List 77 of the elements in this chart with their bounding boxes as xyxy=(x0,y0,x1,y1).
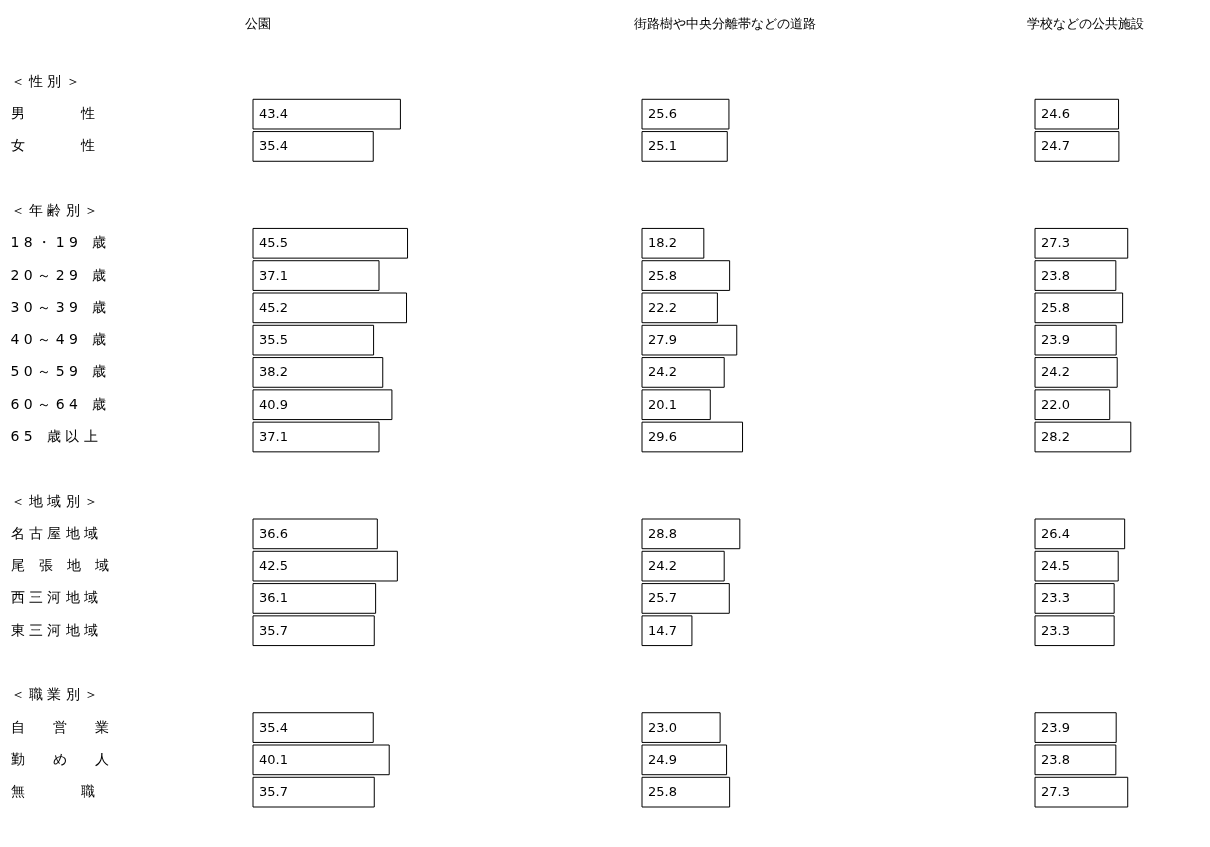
data-label: 25.8 xyxy=(648,784,677,800)
y-tick-label: 3 0 ～ 3 9 歳 xyxy=(10,298,106,315)
y-tick-label: 6 0 ～ 6 4 歳 xyxy=(10,395,106,412)
data-label: 28.2 xyxy=(1041,429,1070,444)
y-tick-label: 男 性 xyxy=(10,105,95,122)
bar xyxy=(1034,776,1129,808)
data-label: 40.9 xyxy=(259,396,288,412)
data-label: 23.8 xyxy=(1041,751,1070,767)
chart-title: 街路樹や中央分離帯などの道路 xyxy=(633,16,816,31)
chart-title: 学校などの公共施設 xyxy=(1026,16,1144,31)
data-label: 35.5 xyxy=(259,332,288,348)
y-tick-label: ＜ 年 齢 別 ＞ xyxy=(10,202,99,218)
y-tick-label: 6 5 歳 以 上 xyxy=(10,428,98,444)
y-tick-label: 自 営 業 xyxy=(10,718,109,735)
data-label: 23.0 xyxy=(648,719,677,735)
y-tick-label: 西 三 河 地 域 xyxy=(10,589,99,606)
data-label: 24.2 xyxy=(648,364,677,380)
data-label: 18.2 xyxy=(648,235,677,251)
data-label: 35.4 xyxy=(259,138,288,154)
data-label: 22.2 xyxy=(648,299,677,315)
data-label: 24.7 xyxy=(1041,138,1070,154)
data-label: 23.3 xyxy=(1041,622,1070,638)
data-label: 29.6 xyxy=(648,429,677,444)
data-label: 22.0 xyxy=(1041,396,1070,412)
y-tick-label: 女 性 xyxy=(10,137,95,154)
data-label: 14.7 xyxy=(648,622,677,638)
data-label: 25.8 xyxy=(1041,299,1070,315)
data-label: 25.1 xyxy=(648,138,677,154)
y-tick-label: 4 0 ～ 4 9 歳 xyxy=(10,331,106,348)
y-tick-label: 名 古 屋 地 域 xyxy=(10,524,99,541)
y-tick-label: ＜ 地 域 別 ＞ xyxy=(10,492,99,509)
y-tick-label: 尾 張 地 域 xyxy=(10,557,109,574)
data-label: 27.3 xyxy=(1041,235,1070,251)
data-label: 25.7 xyxy=(648,590,677,606)
data-label: 35.7 xyxy=(259,784,288,800)
data-label: 23.3 xyxy=(1041,590,1070,606)
data-label: 23.9 xyxy=(1041,332,1070,348)
data-label: 35.7 xyxy=(259,622,288,638)
data-label: 24.2 xyxy=(1041,364,1070,380)
data-label: 45.2 xyxy=(259,299,288,315)
data-label: 40.1 xyxy=(259,751,288,767)
y-tick-label: 1 8 ・ 1 9 歳 xyxy=(10,234,106,251)
bar xyxy=(1034,518,1126,550)
chart-title: 公園 xyxy=(245,16,271,31)
data-label: 43.4 xyxy=(259,106,288,122)
y-tick-label: 勤 め 人 xyxy=(10,750,109,767)
data-label: 36.1 xyxy=(259,590,288,606)
y-tick-label: 5 0 ～ 5 9 歳 xyxy=(10,363,106,380)
data-label: 23.9 xyxy=(1041,719,1070,735)
bar xyxy=(252,776,375,808)
y-tick-label: 2 0 ～ 2 9 歳 xyxy=(10,266,106,283)
data-label: 37.1 xyxy=(259,267,288,283)
data-label: 24.5 xyxy=(1041,558,1070,574)
bar xyxy=(252,518,378,550)
data-label: 24.9 xyxy=(648,751,677,767)
data-label: 27.3 xyxy=(1041,784,1070,800)
data-label: 37.1 xyxy=(259,429,288,444)
data-label: 26.4 xyxy=(1041,525,1070,541)
y-tick-label: 無 職 xyxy=(10,783,95,800)
data-label: 25.6 xyxy=(648,106,677,122)
data-label: 25.8 xyxy=(648,267,677,283)
bar xyxy=(641,776,731,808)
y-tick-label: ＜ 性 別 ＞ xyxy=(10,72,80,89)
data-label: 38.2 xyxy=(259,364,288,380)
data-label: 27.9 xyxy=(648,332,677,348)
data-label: 24.6 xyxy=(1041,106,1070,122)
y-tick-label: 東 三 河 地 域 xyxy=(10,621,99,638)
data-label: 20.1 xyxy=(648,396,677,412)
data-label: 36.6 xyxy=(259,525,288,541)
data-label: 28.8 xyxy=(648,525,677,541)
data-label: 35.4 xyxy=(259,719,288,735)
y-tick-label: ＜ 職 業 別 ＞ xyxy=(10,686,99,703)
data-label: 45.5 xyxy=(259,235,288,251)
data-label: 24.2 xyxy=(648,558,677,574)
bar xyxy=(641,518,741,550)
data-label: 42.5 xyxy=(259,558,288,574)
data-label: 23.8 xyxy=(1041,267,1070,283)
